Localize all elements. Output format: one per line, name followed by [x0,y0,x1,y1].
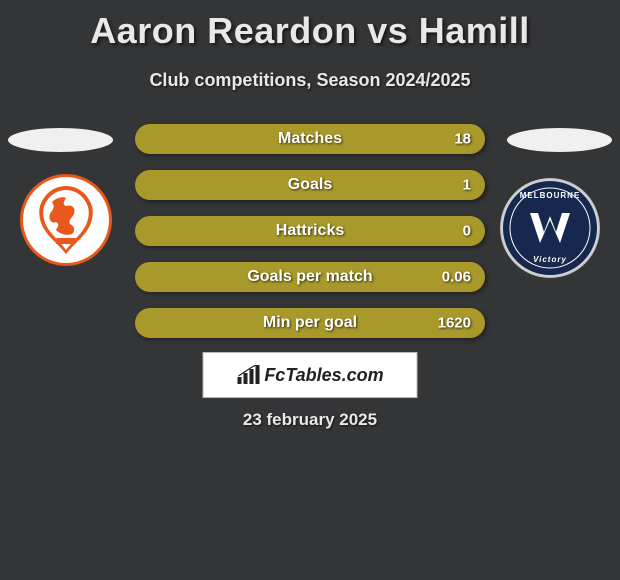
stat-row: Hattricks 0 [135,216,485,246]
stat-label: Goals [288,176,332,194]
stat-label: Min per goal [263,314,357,332]
brand-text: FcTables.com [264,365,383,386]
stats-container: Matches 18 Goals 1 Hattricks 0 Goals per… [135,124,485,354]
stat-row: Min per goal 1620 [135,308,485,338]
stat-value: 0.06 [442,269,471,286]
bar-chart-icon [236,365,260,385]
stat-row: Goals 1 [135,170,485,200]
subtitle: Club competitions, Season 2024/2025 [0,70,620,91]
stat-value: 18 [454,131,471,148]
team-logo-left [20,174,112,266]
melbourne-victory-icon: MELBOURNE Victory [500,178,600,278]
player-shadow-left [8,128,113,152]
stat-value: 1 [463,177,471,194]
stat-row: Goals per match 0.06 [135,262,485,292]
stat-label: Matches [278,130,342,148]
date-text: 23 february 2025 [0,410,620,430]
stat-label: Goals per match [247,268,372,286]
stat-row: Matches 18 [135,124,485,154]
brand-box: FcTables.com [203,352,418,398]
logo-text-bottom: Victory [533,255,567,264]
stat-value: 0 [463,223,471,240]
brisbane-roar-icon [26,180,106,260]
player-shadow-right [507,128,612,152]
team-logo-right: MELBOURNE Victory [500,178,600,278]
page-title: Aaron Reardon vs Hamill [0,0,620,52]
stat-value: 1620 [438,315,471,332]
logo-text-top: MELBOURNE [520,191,581,200]
stat-label: Hattricks [276,222,344,240]
